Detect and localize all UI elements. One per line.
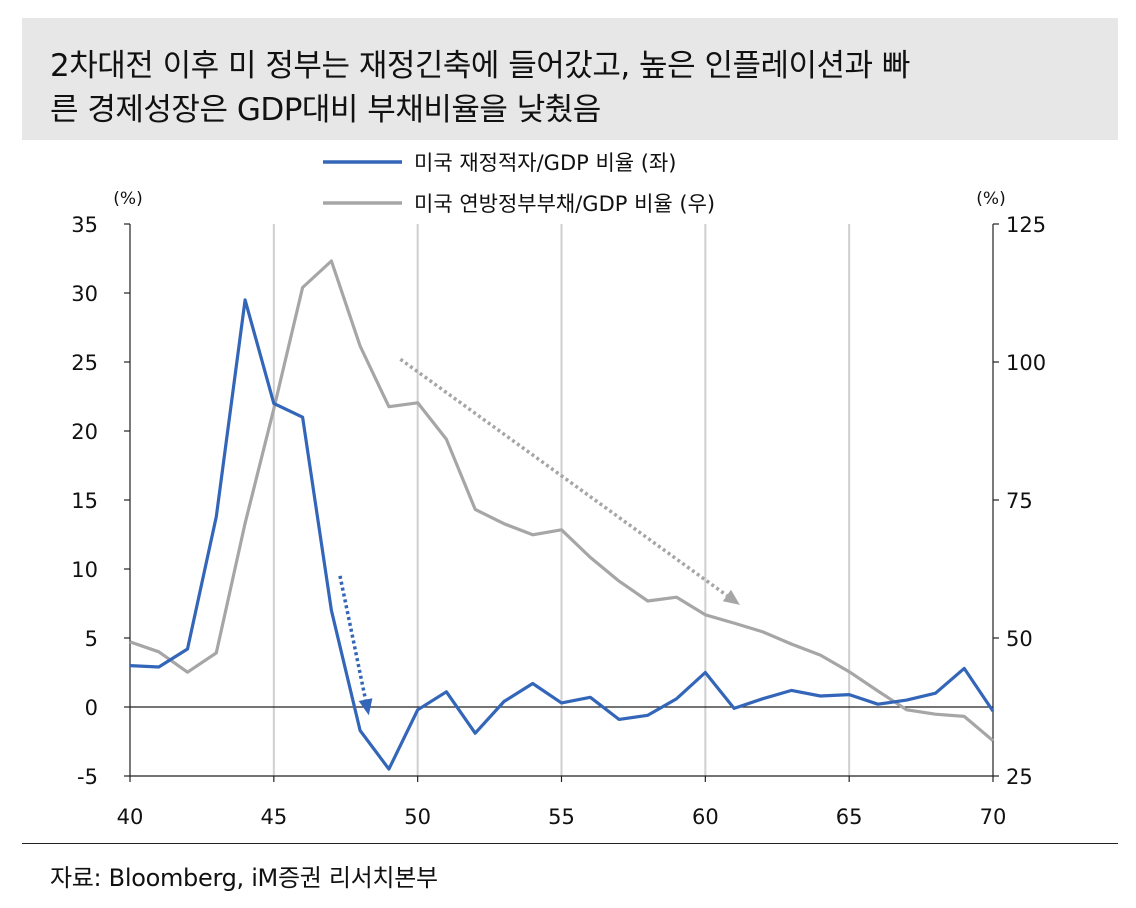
left-tick-label: 20 <box>71 420 98 444</box>
trend-arrow-0 <box>338 575 368 700</box>
right-tick-label: 100 <box>1006 351 1046 375</box>
left-axis-unit: (%) <box>113 189 142 209</box>
left-tick-label: -5 <box>77 765 98 789</box>
right-axis-unit: (%) <box>976 189 1005 209</box>
legend: 미국 재정적자/GDP 비율 (좌) 미국 연방정부부채/GDP 비율 (우) <box>323 151 715 216</box>
right-tick-label: 125 <box>1006 213 1046 237</box>
x-tick-label: 60 <box>692 805 719 829</box>
legend-label: 미국 연방정부부채/GDP 비율 (우) <box>414 192 715 216</box>
annotations <box>338 357 740 716</box>
left-tick-label: 35 <box>71 213 98 237</box>
right-tick-label: 25 <box>1006 765 1033 789</box>
axes <box>124 223 999 782</box>
series-line-deficit-ratio <box>129 298 995 771</box>
source-note: 자료: Bloomberg, iM증권 리서치본부 <box>50 864 438 892</box>
left-tick-label: 5 <box>85 627 98 651</box>
x-tick-label: 65 <box>836 805 863 829</box>
x-tick-label: 55 <box>548 805 575 829</box>
legend-label: 미국 재정적자/GDP 비율 (좌) <box>414 151 676 175</box>
right-tick-label: 75 <box>1006 489 1033 513</box>
series-lines <box>129 259 995 771</box>
left-tick-label: 15 <box>71 489 98 513</box>
chart-title-line-1: 2차대전 이후 미 정부는 재정긴축에 들어갔고, 높은 인플레이션과 빠 <box>50 48 910 84</box>
grid-lines <box>272 224 851 776</box>
left-tick-label: 25 <box>71 351 98 375</box>
trend-arrowhead-1 <box>722 589 740 605</box>
x-tick-label: 70 <box>980 805 1007 829</box>
right-tick-label: 50 <box>1006 627 1033 651</box>
left-tick-label: 10 <box>71 558 98 582</box>
chart-title-line-2: 른 경제성장은 GDP대비 부채비율을 낮췄음 <box>50 92 601 128</box>
source-divider <box>22 843 1118 844</box>
series-line-debt-ratio <box>129 259 995 742</box>
x-tick-label: 50 <box>404 805 431 829</box>
trend-arrowhead-0 <box>358 698 373 716</box>
title-box: 2차대전 이후 미 정부는 재정긴축에 들어갔고, 높은 인플레이션과 빠 른 … <box>22 18 1118 140</box>
left-tick-label: 0 <box>85 696 98 720</box>
x-tick-label: 45 <box>260 805 287 829</box>
left-tick-label: 30 <box>71 282 98 306</box>
trend-arrow-1 <box>399 357 728 597</box>
x-tick-label: 40 <box>117 805 144 829</box>
